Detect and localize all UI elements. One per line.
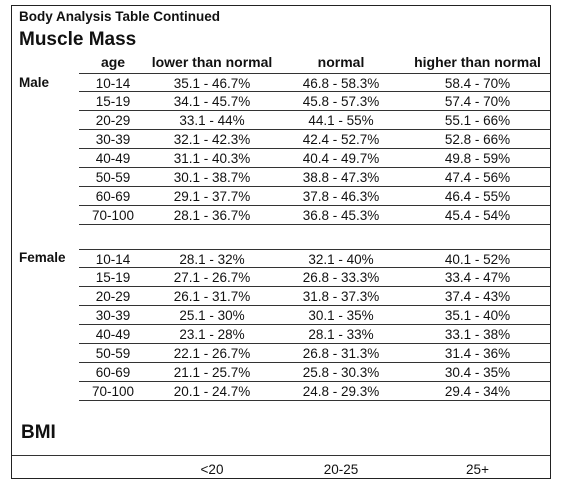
cell-lower-than-normal: 23.1 - 28%: [179, 327, 245, 342]
cell-lower-than-normal: 20.1 - 24.7%: [173, 384, 251, 399]
cell-higher-than-normal: 37.4 - 43%: [444, 289, 511, 304]
cell-lower-than-normal: 25.1 - 30%: [179, 308, 245, 323]
cell-normal: 25.8 - 30.3%: [302, 365, 380, 380]
table-row: 20-29 33.1 - 44% 44.1 - 55% 55.1 - 66%: [79, 111, 550, 130]
table-row: 40-49 23.1 - 28% 28.1 - 33% 33.1 - 38%: [79, 325, 550, 344]
table-row: 60-69 29.1 - 37.7% 37.8 - 46.3% 46.4 - 55%: [79, 187, 550, 206]
table-row: 50-59 22.1 - 26.7% 26.8 - 31.3% 31.4 - 36%: [79, 344, 550, 363]
cell-higher-than-normal: 45.4 - 54%: [444, 208, 511, 223]
cell-normal: 45.8 - 57.3%: [302, 94, 380, 109]
header-higher-than-normal: higher than normal: [414, 54, 541, 70]
table-row: 40-49 31.1 - 40.3% 40.4 - 49.7% 49.8 - 59%: [79, 149, 550, 168]
cell-lower-than-normal: 22.1 - 26.7%: [173, 346, 251, 361]
table-row: 30-39 25.1 - 30% 30.1 - 35% 35.1 - 40%: [79, 306, 550, 325]
cell-normal: 44.1 - 55%: [308, 113, 374, 128]
cell-higher-than-normal: 30.4 - 35%: [444, 365, 511, 380]
cell-normal: 24.8 - 29.3%: [302, 384, 380, 399]
cell-normal: 38.8 - 47.3%: [302, 170, 380, 185]
cell-lower-than-normal: 35.1 - 46.7%: [173, 76, 251, 91]
cell-age: 20-29: [95, 289, 131, 304]
body-analysis-table: Body Analysis Table Continued Muscle Mas…: [11, 5, 551, 479]
table-row: 50-59 30.1 - 38.7% 38.8 - 47.3% 47.4 - 56%: [79, 168, 550, 187]
table-row: 70-100 20.1 - 24.7% 24.8 - 29.3% 29.4 - 34%: [79, 382, 550, 401]
cell-lower-than-normal: 31.1 - 40.3%: [173, 151, 251, 166]
table-row: 20-29 26.1 - 31.7% 31.8 - 37.3% 37.4 - 43%: [79, 287, 550, 306]
cell-age: 60-69: [95, 365, 131, 380]
cell-higher-than-normal: 58.4 - 70%: [444, 76, 511, 91]
cell-normal: 46.8 - 58.3%: [302, 76, 380, 91]
cell-normal: 32.1 - 40%: [308, 252, 374, 267]
cell-higher-than-normal: 40.1 - 52%: [444, 252, 511, 267]
table-row: 10-14 35.1 - 46.7% 46.8 - 58.3% 58.4 - 70%: [79, 73, 550, 92]
cell-higher-than-normal: 57.4 - 70%: [444, 94, 511, 109]
cell-higher-than-normal: 52.8 - 66%: [444, 132, 511, 147]
cell-lower-than-normal: 33.1 - 44%: [179, 113, 245, 128]
cell-higher-than-normal: 33.4 - 47%: [444, 270, 511, 285]
table-row: 10-14 28.1 - 32% 32.1 - 40% 40.1 - 52%: [79, 249, 550, 268]
cell-age: 15-19: [95, 94, 131, 109]
cell-age: 30-39: [95, 132, 131, 147]
document-title: Body Analysis Table Continued: [19, 9, 221, 24]
cell-normal: 26.8 - 33.3%: [302, 270, 380, 285]
cell-lower-than-normal: 28.1 - 36.7%: [173, 208, 251, 223]
bmi-title: BMI: [21, 422, 56, 443]
cell-higher-than-normal: 49.8 - 59%: [444, 151, 511, 166]
cell-lower-than-normal: 27.1 - 26.7%: [173, 270, 251, 285]
cell-lower-than-normal: 26.1 - 31.7%: [173, 289, 251, 304]
cell-age: 70-100: [91, 208, 135, 223]
cell-lower-than-normal: 32.1 - 42.3%: [173, 132, 251, 147]
cell-normal: 26.8 - 31.3%: [302, 346, 380, 361]
header-age: age: [100, 54, 126, 70]
cell-age: 15-19: [95, 270, 131, 285]
header-lower-than-normal: lower than normal: [151, 54, 273, 70]
cell-age: 20-29: [95, 113, 131, 128]
cell-normal: 36.8 - 45.3%: [302, 208, 380, 223]
table-row: 30-39 32.1 - 42.3% 42.4 - 52.7% 52.8 - 66%: [79, 130, 550, 149]
cell-normal: 30.1 - 35%: [308, 308, 374, 323]
table-row: 15-19 34.1 - 45.7% 45.8 - 57.3% 57.4 - 70%: [79, 92, 550, 111]
header-normal: normal: [317, 54, 365, 70]
cell-age: 50-59: [95, 170, 131, 185]
bmi-value-normal: 20-25: [323, 462, 359, 477]
cell-higher-than-normal: 46.4 - 55%: [444, 189, 511, 204]
male-label: Male: [19, 75, 50, 90]
cell-higher-than-normal: 47.4 - 56%: [444, 170, 511, 185]
cell-age: 70-100: [91, 384, 135, 399]
cell-age: 30-39: [95, 308, 131, 323]
female-label: Female: [19, 250, 66, 265]
cell-higher-than-normal: 33.1 - 38%: [444, 327, 511, 342]
cell-lower-than-normal: 28.1 - 32%: [179, 252, 245, 267]
cell-higher-than-normal: 35.1 - 40%: [444, 308, 511, 323]
cell-normal: 40.4 - 49.7%: [302, 151, 380, 166]
bmi-value-high: 25+: [466, 462, 489, 477]
cell-lower-than-normal: 29.1 - 37.7%: [173, 189, 251, 204]
cell-normal: 28.1 - 33%: [308, 327, 374, 342]
table-row: 70-100 28.1 - 36.7% 36.8 - 45.3% 45.4 - 54%: [79, 206, 550, 225]
table-row: 60-69 21.1 - 25.7% 25.8 - 30.3% 30.4 - 35%: [79, 363, 550, 382]
bmi-divider: [12, 455, 550, 456]
cell-higher-than-normal: 29.4 - 34%: [444, 384, 511, 399]
cell-lower-than-normal: 21.1 - 25.7%: [173, 365, 251, 380]
bmi-value-low: <20: [200, 462, 224, 477]
cell-higher-than-normal: 55.1 - 66%: [444, 113, 511, 128]
muscle-mass-title: Muscle Mass: [19, 29, 137, 50]
cell-age: 40-49: [95, 151, 131, 166]
cell-age: 10-14: [95, 252, 131, 267]
cell-normal: 37.8 - 46.3%: [302, 189, 380, 204]
cell-lower-than-normal: 30.1 - 38.7%: [173, 170, 251, 185]
cell-lower-than-normal: 34.1 - 45.7%: [173, 94, 251, 109]
cell-age: 60-69: [95, 189, 131, 204]
cell-age: 40-49: [95, 327, 131, 342]
cell-age: 10-14: [95, 76, 131, 91]
cell-age: 50-59: [95, 346, 131, 361]
cell-normal: 42.4 - 52.7%: [302, 132, 380, 147]
table-row: 15-19 27.1 - 26.7% 26.8 - 33.3% 33.4 - 47%: [79, 268, 550, 287]
cell-normal: 31.8 - 37.3%: [302, 289, 380, 304]
cell-higher-than-normal: 31.4 - 36%: [444, 346, 511, 361]
